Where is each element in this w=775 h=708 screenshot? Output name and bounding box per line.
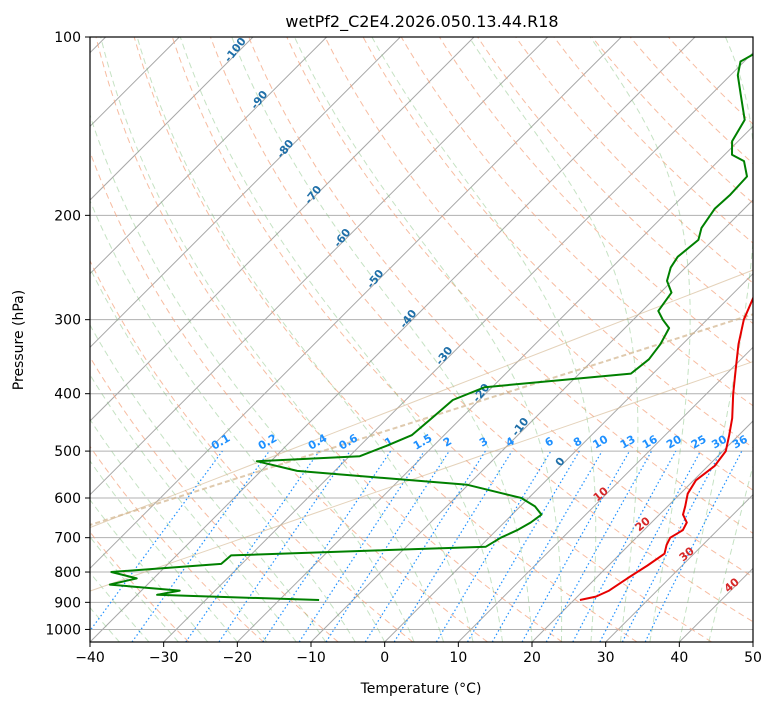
- moist-adiabat: [90, 199, 386, 642]
- moist-adiabat: [90, 113, 415, 642]
- dry-adiabat: [90, 259, 414, 642]
- faint-reference-curve: [90, 361, 753, 592]
- isotherm-line: [605, 493, 753, 642]
- mixing-ratio-line: [325, 450, 450, 642]
- faint-reference-curve: [90, 269, 753, 529]
- background-lines: [90, 37, 753, 642]
- moist-adiabat: [90, 373, 297, 642]
- moist-adiabat: [708, 464, 753, 642]
- y-tick-label: 800: [54, 565, 81, 581]
- y-tick-label: 500: [54, 444, 81, 460]
- dry-adiabat: [133, 37, 638, 642]
- isotherm-line: [90, 37, 475, 422]
- dry-adiabat: [90, 445, 264, 642]
- moist-adiabat: [90, 418, 268, 642]
- y-tick-label: 600: [54, 491, 81, 507]
- moist-adiabat: [589, 37, 691, 642]
- mixing-ratio-line: [185, 450, 320, 642]
- y-tick-label: 100: [54, 30, 81, 46]
- moist-adiabat: [468, 37, 639, 642]
- isotherm-line: [384, 272, 753, 642]
- profile-lines: [108, 53, 753, 601]
- x-axis: −40 −30 −20 −10 0 10 20 30 40 50: [75, 642, 762, 666]
- mixing-ratio-line: [491, 450, 603, 642]
- y-tick-label: 400: [54, 387, 81, 403]
- moist-adiabat: [90, 460, 238, 642]
- mixing-ratio-line: [364, 450, 486, 642]
- x-tick-label: 40: [670, 650, 688, 666]
- isotherm-line: [90, 37, 401, 349]
- isotherm-line: [90, 37, 622, 570]
- isotherm-line: [752, 641, 753, 642]
- x-tick-label: −20: [223, 650, 253, 666]
- mixing-ratio-line: [572, 450, 677, 642]
- x-tick-label: 20: [523, 650, 541, 666]
- y-axis-title: Pressure (hPa): [11, 290, 27, 390]
- moist-adiabat: [100, 37, 445, 642]
- dry-adiabat: [248, 37, 753, 578]
- y-tick-label: 200: [54, 208, 81, 224]
- moist-adiabat: [90, 536, 179, 642]
- dry-adiabat: [210, 37, 753, 623]
- isotherm-line: [236, 125, 753, 642]
- x-tick-label: 50: [744, 650, 762, 666]
- moist-adiabat: [90, 267, 356, 642]
- mixing-ratio-line: [131, 450, 270, 642]
- dry-adiabat: [591, 37, 753, 204]
- y-tick-label: 700: [54, 531, 81, 547]
- plot-frame: [89, 36, 754, 643]
- x-tick-label: 10: [449, 650, 467, 666]
- isotherm-line: [163, 51, 753, 642]
- mixing-ratio-line: [218, 450, 351, 642]
- moist-adiabat: [90, 498, 209, 642]
- mixing-ratio-line: [393, 450, 513, 642]
- x-tick-label: −10: [296, 650, 326, 666]
- y-tick-label: 300: [54, 313, 81, 329]
- dry-adiabat: [515, 37, 753, 284]
- moist-adiabat: [371, 37, 597, 642]
- dry-adiabat: [171, 37, 712, 642]
- mixing-ratio-line: [466, 450, 580, 642]
- isotherm-line: [531, 420, 753, 642]
- temperature-profile: [579, 295, 753, 601]
- mixing-ratio-line: [521, 450, 631, 642]
- dry-adiabat: [95, 37, 563, 642]
- isotherm-line: [90, 37, 696, 642]
- dry-adiabat: [362, 37, 753, 449]
- dry-adiabat: [477, 37, 753, 325]
- moist-adiabat: [678, 37, 753, 642]
- moist-adiabat: [231, 37, 533, 642]
- y-tick-label: 900: [54, 595, 81, 611]
- mixing-ratio-line: [435, 450, 552, 642]
- dry-adiabat: [629, 37, 753, 165]
- isotherm-line: [90, 37, 328, 275]
- x-tick-label: 0: [380, 650, 389, 666]
- x-axis-title: Temperature (°C): [360, 681, 482, 697]
- dry-adiabat: [400, 37, 753, 407]
- dry-adiabat: [324, 37, 753, 491]
- dewpoint-profile: [108, 53, 753, 601]
- x-tick-label: 30: [597, 650, 615, 666]
- chart-title: wetPf2_C2E4.2026.050.13.44.R18: [285, 12, 558, 32]
- moist-adiabat: [179, 37, 503, 642]
- isotherm-line: [457, 346, 753, 642]
- y-tick-label: 1000: [45, 622, 81, 638]
- x-tick-label: −30: [149, 650, 179, 666]
- isotherm-line: [90, 37, 549, 496]
- mixing-ratio-line: [545, 450, 653, 642]
- plot-background: [90, 37, 753, 642]
- y-axis: 100 200 300 400 500 600 700 800 900 1000: [45, 30, 90, 638]
- isotherm-line: [90, 37, 254, 201]
- x-tick-label: −40: [75, 650, 105, 666]
- moist-adiabat: [294, 37, 563, 642]
- mixing-ratio-line: [90, 450, 223, 632]
